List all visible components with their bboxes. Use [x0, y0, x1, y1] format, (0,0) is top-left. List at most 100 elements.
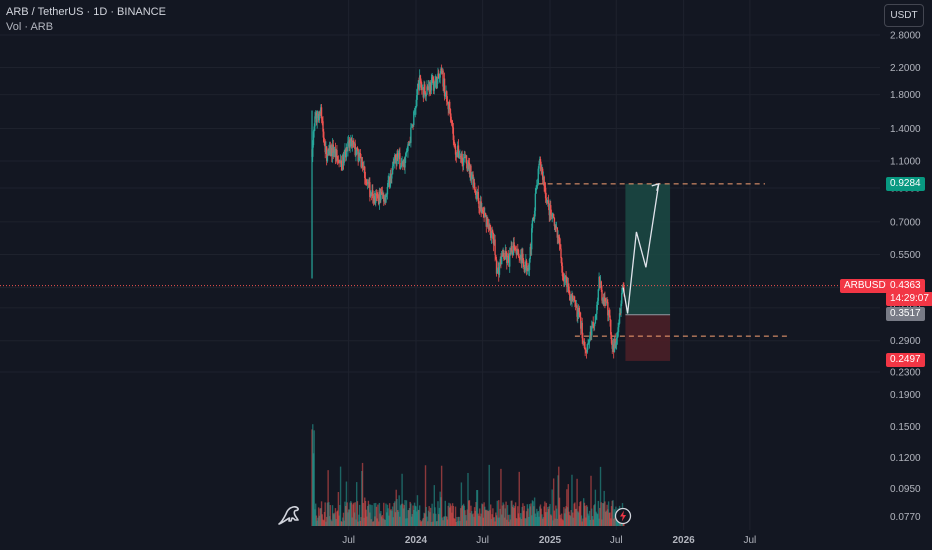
candle-body	[547, 200, 549, 202]
volume-bar	[326, 502, 329, 526]
volume-tick-label: 0.1900	[890, 390, 921, 401]
volume-bar	[407, 510, 409, 526]
candle-body	[591, 321, 594, 328]
volume-bar	[344, 501, 346, 526]
volume-bar	[339, 504, 341, 526]
candle-body	[589, 331, 591, 340]
candle-body	[356, 147, 359, 150]
candle-body	[555, 227, 558, 229]
candle-body	[313, 126, 315, 132]
volume-bar	[323, 511, 326, 526]
volume-bar	[545, 502, 548, 526]
candle-body	[540, 164, 542, 170]
candle-body	[448, 101, 451, 109]
candle-body	[536, 184, 538, 188]
volume-bar	[519, 517, 521, 526]
volume-bar	[381, 515, 384, 526]
volume-bar	[428, 506, 430, 526]
volume-bar	[352, 504, 354, 526]
volume-bar	[486, 509, 488, 526]
time-axis[interactable]: Jul 2024 Jul 2025 Jul 2026 Jul	[342, 535, 756, 546]
volume-bar	[514, 502, 517, 526]
projection-path	[622, 182, 660, 314]
candle-body	[608, 310, 611, 316]
volume-bar	[452, 506, 455, 526]
volume-bar	[527, 508, 529, 526]
volume-bar	[336, 510, 339, 526]
volume-bar	[613, 509, 616, 526]
volume-bar	[512, 504, 515, 526]
currency-unit-button[interactable]: USDT	[884, 4, 924, 27]
candle-body	[460, 153, 463, 157]
tradingview-dinosaur-icon[interactable]	[276, 502, 302, 526]
volume-bar	[520, 513, 522, 526]
volume-bar	[521, 506, 523, 526]
volume-bar	[421, 519, 424, 526]
volume-bar	[562, 520, 564, 526]
candle-body	[550, 205, 552, 215]
price-tick-label: 1.4000	[890, 124, 921, 135]
candle-body	[456, 153, 458, 158]
volume-bar	[518, 471, 520, 526]
volume-bar	[594, 489, 597, 526]
volume-bar	[608, 512, 611, 526]
volume-bar	[388, 503, 391, 526]
volume-bar	[335, 519, 337, 526]
candle-body	[544, 185, 546, 188]
volume-bar	[576, 478, 578, 526]
volume-bar	[570, 510, 572, 526]
volume-bar	[577, 511, 579, 526]
candle-body	[478, 200, 480, 209]
candle-body	[571, 295, 573, 302]
candle-body	[444, 95, 446, 97]
volume-bar	[313, 430, 315, 526]
volume-bar	[325, 521, 327, 526]
volume-bar	[517, 506, 519, 526]
candle-body	[317, 113, 320, 121]
volume-bar	[477, 513, 479, 526]
volume-bar	[399, 505, 402, 526]
volume-bar	[471, 514, 474, 526]
volume-bar	[478, 515, 480, 526]
candle-body	[410, 127, 412, 143]
candle-body	[372, 190, 374, 199]
candle-body	[595, 313, 597, 316]
candle-body	[530, 247, 532, 250]
volume-bar	[593, 505, 595, 526]
volume-bar	[551, 489, 553, 526]
volume-bar	[522, 503, 524, 526]
volume-bar	[468, 500, 470, 526]
volume-bar	[591, 516, 594, 526]
volume-bar	[369, 512, 371, 526]
candle-body	[593, 323, 596, 327]
grid	[0, 0, 880, 530]
candle-body	[551, 215, 553, 217]
candle-body	[453, 140, 455, 144]
volume-bar	[321, 514, 323, 526]
candle-body	[400, 162, 403, 168]
price-axis[interactable]: 2.80002.20001.80001.40001.10000.90000.70…	[890, 31, 921, 524]
volume-legend[interactable]: Vol · ARB	[6, 21, 54, 33]
candle-body	[357, 149, 359, 162]
volume-bar	[552, 520, 554, 526]
volume-bar	[592, 519, 594, 526]
candle-body	[537, 168, 539, 185]
candle-body	[575, 305, 578, 307]
volume-bar	[383, 519, 386, 526]
candle-body	[365, 179, 367, 183]
volume-bar	[555, 508, 558, 526]
volume-bar	[458, 516, 460, 526]
candle-body	[440, 68, 443, 72]
candle-body	[349, 143, 351, 148]
volume-bar	[579, 502, 581, 526]
volume-bar	[530, 515, 533, 526]
candle-body	[594, 315, 597, 324]
candle-body	[586, 344, 589, 353]
lightning-icon[interactable]	[614, 507, 632, 525]
volume-bar	[440, 497, 442, 526]
volume-bar	[401, 473, 403, 526]
symbol-title[interactable]: ARB / TetherUS · 1D · BINANCE	[6, 6, 166, 18]
volume-bar	[396, 498, 398, 526]
candle-body	[568, 286, 570, 292]
